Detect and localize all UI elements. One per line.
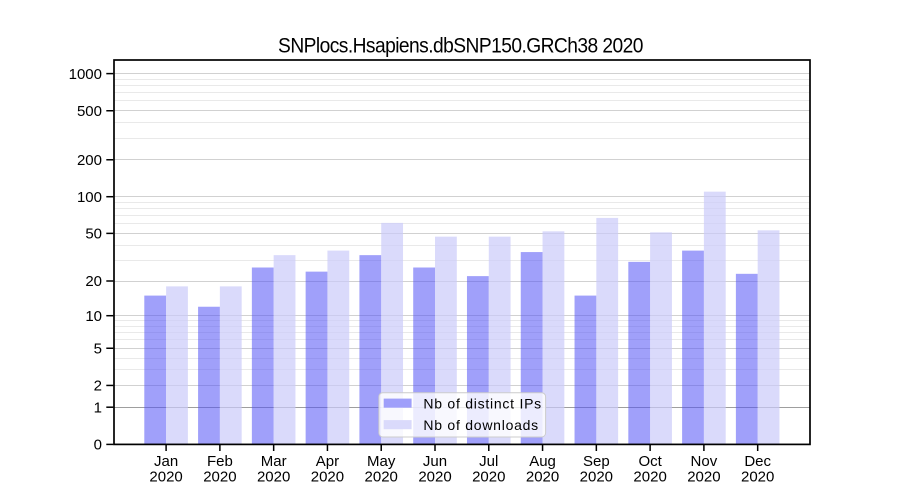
svg-text:1: 1 (94, 399, 102, 416)
svg-text:500: 500 (77, 103, 102, 120)
svg-text:Dec: Dec (744, 453, 771, 470)
svg-text:Nov: Nov (691, 453, 718, 470)
svg-text:5: 5 (94, 340, 102, 357)
svg-text:May: May (367, 453, 396, 470)
svg-text:0: 0 (94, 437, 102, 454)
svg-text:2020: 2020 (633, 469, 666, 486)
svg-text:Oct: Oct (638, 453, 662, 470)
svg-text:10: 10 (85, 308, 102, 325)
svg-text:2020: 2020 (526, 469, 559, 486)
svg-text:2020: 2020 (418, 469, 451, 486)
svg-text:Feb: Feb (207, 453, 233, 470)
svg-text:200: 200 (77, 152, 102, 169)
svg-text:Nb of downloads: Nb of downloads (423, 417, 539, 433)
svg-text:Mar: Mar (261, 453, 287, 470)
svg-text:20: 20 (85, 273, 102, 290)
svg-text:Apr: Apr (316, 453, 339, 470)
svg-text:2020: 2020 (741, 469, 774, 486)
svg-text:Aug: Aug (529, 453, 556, 470)
svg-text:Sep: Sep (583, 453, 610, 470)
svg-text:Jul: Jul (479, 453, 498, 470)
svg-text:2020: 2020 (472, 469, 505, 486)
svg-text:Jun: Jun (423, 453, 447, 470)
svg-text:2020: 2020 (365, 469, 398, 486)
svg-text:50: 50 (85, 226, 102, 243)
svg-text:Nb of distinct IPs: Nb of distinct IPs (423, 396, 542, 412)
svg-text:2020: 2020 (203, 469, 236, 486)
svg-text:1000: 1000 (69, 66, 102, 83)
svg-text:Jan: Jan (154, 453, 178, 470)
svg-text:2020: 2020 (580, 469, 613, 486)
svg-text:2020: 2020 (149, 469, 182, 486)
svg-text:2020: 2020 (687, 469, 720, 486)
svg-text:2: 2 (94, 378, 102, 395)
svg-text:2020: 2020 (311, 469, 344, 486)
svg-text:SNPlocs.Hsapiens.dbSNP150.GRCh: SNPlocs.Hsapiens.dbSNP150.GRCh38 2020 (278, 35, 643, 58)
svg-text:100: 100 (77, 189, 102, 206)
svg-text:2020: 2020 (257, 469, 290, 486)
